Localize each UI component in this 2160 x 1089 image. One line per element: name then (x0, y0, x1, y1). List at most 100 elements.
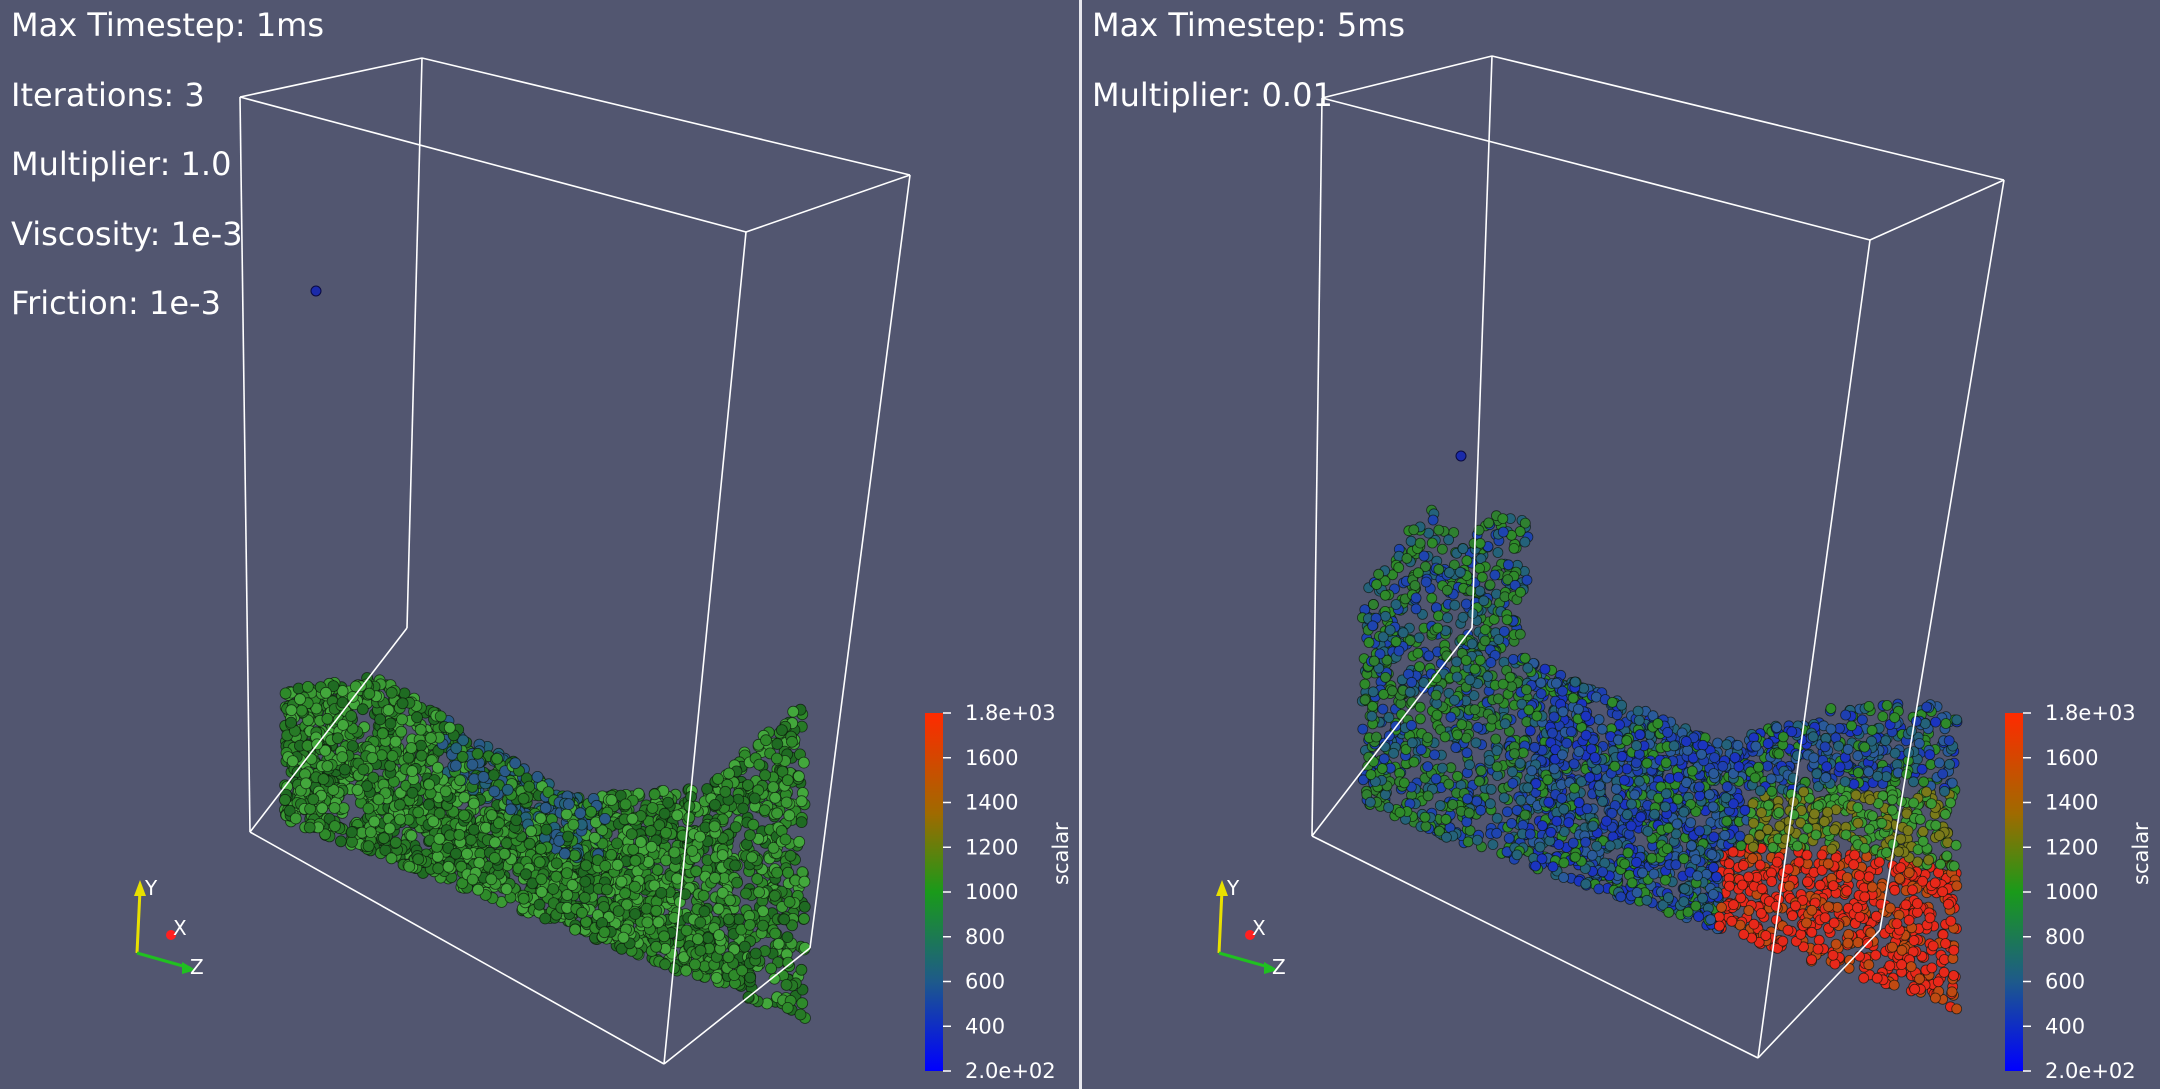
particle (1948, 860, 1960, 872)
particle (798, 912, 810, 925)
particle (753, 886, 765, 899)
label-max-timestep: Max Timestep: 1ms (11, 6, 325, 44)
particle (283, 804, 296, 817)
particle (1414, 701, 1426, 713)
particle (1414, 713, 1426, 725)
particle (668, 846, 681, 859)
particle (500, 837, 513, 850)
particle (709, 872, 721, 884)
particle (1685, 817, 1697, 828)
particle (729, 821, 742, 833)
particle (1383, 712, 1395, 723)
right-scene: Y Z X 1.8e+0316001400120010008006004002.… (1216, 55, 2153, 1083)
particle (331, 732, 344, 745)
particle (765, 962, 777, 975)
particle (566, 879, 579, 891)
particle (539, 802, 552, 814)
particle (1536, 820, 1548, 831)
particle (723, 767, 735, 780)
particle (362, 802, 375, 815)
right-render-view[interactable]: Y Z X 1.8e+03 1600 1400 1200 1000 800 600 400 2.… (1082, 0, 2160, 1089)
particle (626, 812, 639, 825)
particle (712, 773, 724, 785)
particle (289, 812, 302, 825)
particle (652, 916, 665, 929)
particle (286, 755, 299, 767)
particle (1811, 768, 1823, 780)
particle (795, 963, 808, 976)
particle (319, 828, 332, 841)
particle (771, 866, 783, 879)
particle (601, 883, 613, 896)
particle (488, 785, 501, 798)
left-render-view[interactable]: Y Z X 1.8e+03 1600 1400 1200 1000 800 600 400 2.… (0, 0, 1079, 1089)
particle (612, 905, 625, 917)
particle (368, 815, 381, 828)
particle (337, 719, 349, 731)
particle (660, 827, 672, 839)
particle (650, 904, 663, 917)
particle (1852, 817, 1864, 829)
particle (395, 725, 408, 738)
particle (1863, 959, 1875, 971)
particle (321, 712, 334, 725)
particle (588, 831, 601, 844)
particle (405, 829, 418, 842)
label-friction: Friction: 1e-3 (11, 284, 221, 322)
colorbar-tick-label: 600 (965, 970, 1005, 994)
particle (1439, 731, 1451, 743)
particle (629, 908, 641, 920)
particle (662, 796, 674, 809)
particle (535, 873, 548, 886)
particle (1508, 543, 1520, 554)
particle (579, 875, 592, 888)
particle (671, 872, 683, 885)
particle (466, 873, 479, 886)
particle (737, 802, 749, 815)
particle (458, 791, 471, 804)
particle (744, 829, 756, 841)
label-multiplier: Multiplier: 1.0 (11, 145, 232, 183)
particle (1914, 738, 1925, 749)
particle (746, 851, 758, 864)
particle (294, 693, 306, 706)
particle (1762, 760, 1773, 772)
particle (434, 710, 447, 723)
particle (558, 847, 571, 860)
label-viscosity: Viscosity: 1e-3 (11, 215, 243, 253)
particle (1921, 701, 1933, 713)
particle (1814, 879, 1826, 891)
particle (377, 832, 390, 845)
particle (510, 814, 523, 827)
particle (783, 896, 796, 908)
colorbar: 1.8e+0316001400120010008006004002.0e+02 … (925, 701, 1073, 1083)
particle (758, 804, 771, 817)
colorbar-title: scalar (1049, 822, 1073, 885)
particle (386, 750, 399, 762)
particle (692, 933, 704, 945)
particle (1431, 709, 1443, 721)
particle (796, 997, 809, 1010)
particle (1870, 949, 1882, 961)
particle (464, 833, 477, 846)
particle (659, 958, 671, 971)
particle (376, 727, 389, 740)
particle (797, 756, 810, 769)
particle (731, 876, 743, 889)
particle (1498, 626, 1510, 637)
particle (794, 1008, 807, 1021)
viewport-divider[interactable] (1079, 0, 1082, 1089)
particle (697, 889, 710, 902)
particle (1464, 759, 1475, 771)
particle (1946, 777, 1958, 789)
particle (712, 902, 725, 915)
particle (615, 875, 628, 888)
particle (1427, 514, 1439, 526)
particle (1490, 733, 1502, 745)
particle (468, 823, 480, 836)
particle (285, 716, 297, 729)
particle (561, 889, 574, 901)
particle (605, 794, 618, 806)
particle (634, 836, 647, 848)
particle (424, 732, 437, 744)
